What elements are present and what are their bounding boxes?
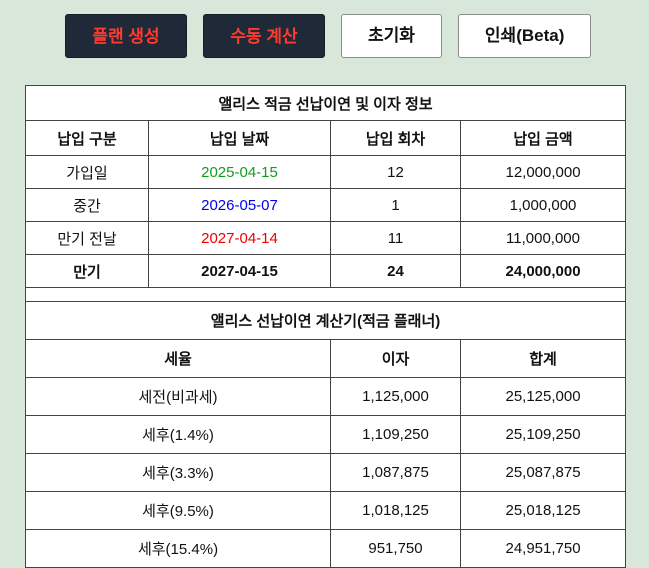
deposit-amount-cell: 24,000,000	[459, 254, 627, 288]
total-cell: 25,087,875	[459, 453, 627, 492]
deposit-count-cell: 12	[330, 155, 461, 189]
total-cell: 25,125,000	[459, 377, 627, 416]
info-table-title: 앨리스 적금 선납이연 및 이자 정보	[24, 85, 627, 121]
interest-cell: 1,087,875	[330, 453, 461, 492]
tax-rate-cell: 세전(비과세)	[25, 377, 331, 416]
tax-rate-cell: 세후(9.5%)	[25, 491, 331, 530]
table-row: 세후(3.3%) 1,087,875 25,087,875	[25, 453, 627, 492]
table-row: 세후(9.5%) 1,018,125 25,018,125	[25, 491, 627, 530]
table-row: 세후(1.4%) 1,109,250 25,109,250	[25, 415, 627, 454]
header-total: 합계	[459, 339, 627, 378]
deposit-count-cell: 1	[330, 188, 461, 222]
plan-create-button[interactable]: 플랜 생성	[65, 14, 187, 58]
deposit-amount-cell: 12,000,000	[459, 155, 627, 189]
deposit-type-cell: 가입일	[25, 155, 149, 189]
deposit-type-cell: 만기 전날	[25, 221, 149, 255]
table-row: 중간 2026-05-07 1 1,000,000	[25, 188, 627, 222]
toolbar: 플랜 생성 수동 계산 초기화 인쇄(Beta)	[0, 0, 649, 58]
header-deposit-date: 납입 날짜	[148, 120, 331, 156]
deposit-date-cell: 2027-04-14	[148, 221, 331, 255]
table-section-spacer	[24, 287, 627, 302]
print-beta-button[interactable]: 인쇄(Beta)	[457, 14, 592, 58]
interest-cell: 951,750	[330, 529, 461, 568]
deposit-amount-cell: 1,000,000	[459, 188, 627, 222]
deposit-count-cell: 24	[330, 254, 461, 288]
total-cell: 25,018,125	[459, 491, 627, 530]
header-tax-rate: 세율	[25, 339, 331, 378]
total-cell: 24,951,750	[459, 529, 627, 568]
info-table-title-row: 앨리스 적금 선납이연 및 이자 정보	[24, 85, 627, 121]
header-deposit-type: 납입 구분	[25, 120, 149, 156]
deposit-date-cell: 2026-05-07	[148, 188, 331, 222]
tax-rate-cell: 세후(1.4%)	[25, 415, 331, 454]
spacer-cell	[24, 287, 627, 302]
table-row-maturity: 만기 2027-04-15 24 24,000,000	[25, 254, 627, 288]
info-table-header-row: 납입 구분 납입 날짜 납입 회차 납입 금액	[25, 120, 627, 156]
interest-cell: 1,109,250	[330, 415, 461, 454]
header-interest: 이자	[330, 339, 461, 378]
manual-calc-button[interactable]: 수동 계산	[203, 14, 325, 58]
total-cell: 25,109,250	[459, 415, 627, 454]
tax-rate-cell: 세후(15.4%)	[25, 529, 331, 568]
table-row: 세전(비과세) 1,125,000 25,125,000	[25, 377, 627, 416]
calc-table-header-row: 세율 이자 합계	[25, 339, 627, 378]
tax-rate-cell: 세후(3.3%)	[25, 453, 331, 492]
deposit-type-cell: 만기	[25, 254, 149, 288]
header-deposit-amount: 납입 금액	[459, 120, 627, 156]
interest-cell: 1,018,125	[330, 491, 461, 530]
header-deposit-count: 납입 회차	[330, 120, 461, 156]
table-row: 세후(15.4%) 951,750 24,951,750	[25, 529, 627, 568]
deposit-date-cell: 2025-04-15	[148, 155, 331, 189]
interest-cell: 1,125,000	[330, 377, 461, 416]
savings-tables: 앨리스 적금 선납이연 및 이자 정보 납입 구분 납입 날짜 납입 회차 납입…	[24, 85, 627, 568]
table-row: 가입일 2025-04-15 12 12,000,000	[25, 155, 627, 189]
reset-button[interactable]: 초기화	[341, 14, 442, 58]
table-row: 만기 전날 2027-04-14 11 11,000,000	[25, 221, 627, 255]
calc-table-title-row: 앨리스 선납이연 계산기(적금 플래너)	[24, 301, 627, 340]
deposit-type-cell: 중간	[25, 188, 149, 222]
deposit-count-cell: 11	[330, 221, 461, 255]
deposit-date-cell: 2027-04-15	[148, 254, 331, 288]
deposit-amount-cell: 11,000,000	[459, 221, 627, 255]
calc-table-title: 앨리스 선납이연 계산기(적금 플래너)	[24, 301, 627, 340]
